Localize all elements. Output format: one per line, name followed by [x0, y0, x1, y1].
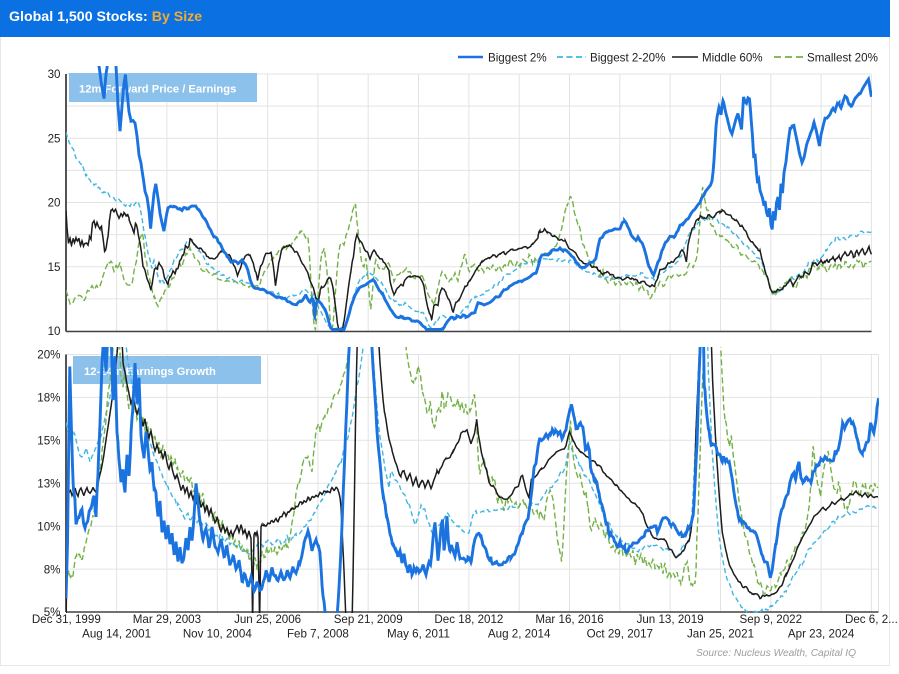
svg-text:Aug 2, 2014: Aug 2, 2014: [488, 628, 551, 641]
svg-text:Apr 23, 2024: Apr 23, 2024: [788, 628, 855, 641]
svg-text:Feb 7, 2008: Feb 7, 2008: [287, 628, 349, 641]
svg-text:10%: 10%: [37, 521, 60, 534]
svg-text:Nov 10, 2004: Nov 10, 2004: [183, 628, 253, 641]
svg-text:Middle 60%: Middle 60%: [702, 52, 763, 65]
svg-text:13%: 13%: [37, 478, 60, 491]
svg-text:Sep 21, 2009: Sep 21, 2009: [334, 613, 403, 626]
svg-text:12-24m Earnings Growth: 12-24m Earnings Growth: [84, 366, 216, 378]
svg-text:15: 15: [48, 261, 61, 274]
svg-text:20%: 20%: [37, 349, 60, 362]
svg-text:20: 20: [48, 197, 61, 210]
svg-text:Dec 18, 2012: Dec 18, 2012: [434, 613, 503, 626]
svg-text:Jun 13, 2019: Jun 13, 2019: [637, 613, 704, 626]
svg-text:Mar 29, 2003: Mar 29, 2003: [133, 613, 201, 626]
svg-text:10: 10: [48, 325, 61, 338]
svg-text:8%: 8%: [44, 564, 61, 577]
svg-text:Biggest 2%: Biggest 2%: [488, 52, 547, 65]
svg-text:Dec 31, 1999: Dec 31, 1999: [32, 613, 101, 626]
svg-text:5%: 5%: [44, 606, 61, 619]
svg-text:Mar 16, 2016: Mar 16, 2016: [535, 613, 603, 626]
svg-text:18%: 18%: [37, 392, 60, 405]
svg-text:Biggest 2-20%: Biggest 2-20%: [590, 52, 665, 65]
svg-text:Aug 14, 2001: Aug 14, 2001: [82, 628, 151, 641]
svg-text:30: 30: [48, 68, 61, 81]
svg-text:May 6, 2011: May 6, 2011: [387, 628, 450, 641]
svg-text:Jan 25, 2021: Jan 25, 2021: [687, 628, 754, 641]
svg-text:Smallest 20%: Smallest 20%: [807, 52, 878, 65]
svg-text:Jun 25, 2006: Jun 25, 2006: [234, 613, 301, 626]
svg-text:15%: 15%: [37, 435, 60, 448]
svg-text:25: 25: [48, 132, 61, 145]
svg-text:Sep 9, 2022: Sep 9, 2022: [740, 613, 803, 626]
svg-text:Dec 6, 2...: Dec 6, 2...: [845, 613, 898, 626]
svg-text:Oct 29, 2017: Oct 29, 2017: [587, 628, 653, 641]
